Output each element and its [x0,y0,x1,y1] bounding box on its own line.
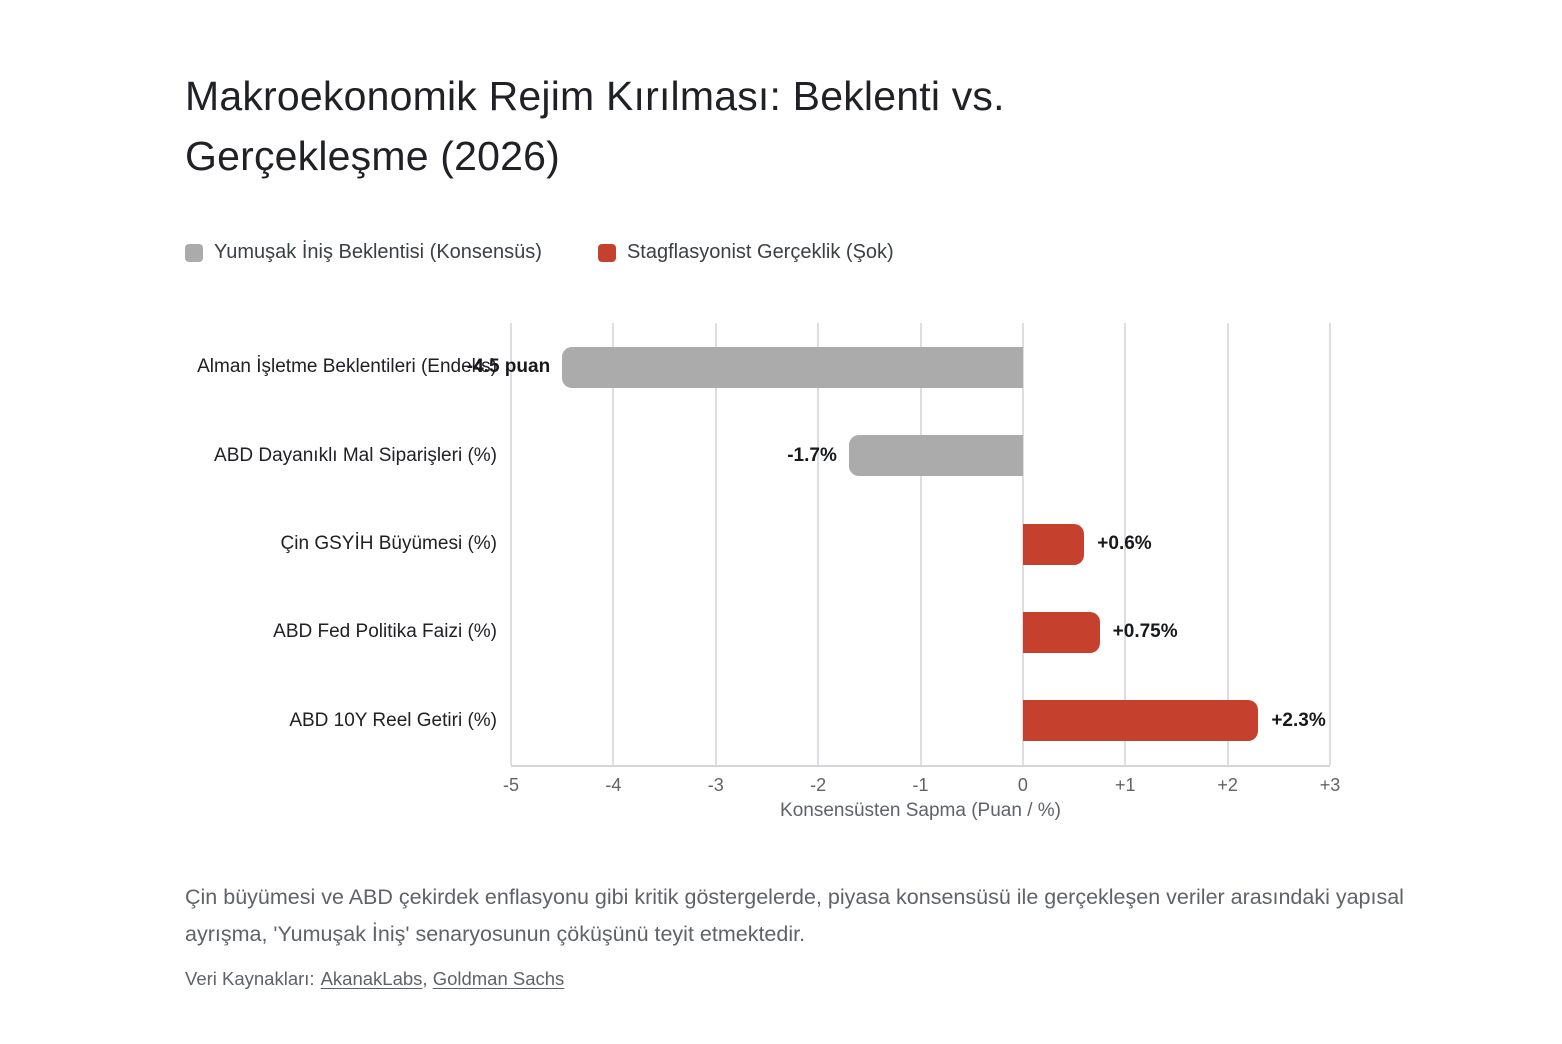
bar-value-label: -4.5 puan [466,356,551,378]
x-tick-label: +1 [1114,775,1136,795]
legend-swatch-consensus [185,243,203,262]
bar [1022,700,1259,742]
category-label: Alman İşletme Beklentileri (Endeks) [197,356,497,378]
category-label: ABD 10Y Reel Getiri (%) [289,709,497,731]
legend-swatch-shock [597,243,616,262]
sources-line: Veri Kaynakları: AkanakLabs, Goldman Sach… [185,968,564,990]
x-tick-label: -2 [810,775,827,795]
sources-separator: , [422,968,433,989]
chart-title: Makroekonomik Rejim Kırılması: Beklenti … [185,73,1005,179]
bar [848,435,1023,477]
bar-value-label: -1.7% [787,444,837,466]
x-tick-label: +3 [1319,775,1341,795]
category-label: ABD Fed Politika Faizi (%) [273,621,497,643]
x-tick-label: 0 [1017,775,1028,795]
bar [1022,611,1100,653]
gridline [1124,323,1127,765]
bar-value-label: +0.75% [1112,621,1178,643]
gridline [1226,323,1229,765]
sources-prefix: Veri Kaynakları: [185,968,315,989]
legend: Yumuşak İniş Beklentisi (Konsensüs) Stag… [185,241,894,264]
legend-item-consensus[interactable]: Yumuşak İniş Beklentisi (Konsensüs) [185,241,542,264]
gridline [714,323,717,765]
gridline [1329,323,1331,765]
x-tick-label: -4 [605,775,622,795]
x-tick-label: -3 [707,775,724,795]
gridline [919,323,922,765]
bar-value-label: +2.3% [1271,709,1326,731]
x-tick-label: +2 [1217,775,1238,795]
legend-label-consensus: Yumuşak İniş Beklentisi (Konsensüs) [214,241,542,263]
gridline [612,323,615,765]
x-tick-label: -5 [502,775,519,795]
gridline [817,323,820,765]
source-link-goldman-sachs[interactable]: Goldman Sachs [432,968,565,989]
gridline [510,323,512,765]
source-link-akanaklabs[interactable]: AkanakLabs [320,968,423,989]
legend-label-shock: Stagflasyonist Gerçeklik (Şok) [626,241,894,263]
legend-item-shock[interactable]: Stagflasyonist Gerçeklik (Şok) [597,241,894,264]
plot-area: -5 -4 -3 -2 -1 0 +1 +2 +3 Alman İşletme Beklentil… [197,323,1340,795]
x-tick-label: -1 [912,775,929,795]
category-label: ABD Dayanıklı Mal Siparişleri (%) [214,444,497,466]
x-axis-title: Konsensüsten Sapma (Puan / %) [780,800,1061,821]
chart-caption: Çin büyümesi ve ABD çekirdek enflasyonu … [185,885,1404,946]
bar-value-label: +0.6% [1097,533,1152,554]
bar [1022,523,1085,565]
category-label: Çin GSYİH Büyümesi (%) [280,533,497,554]
bar [562,346,1023,388]
